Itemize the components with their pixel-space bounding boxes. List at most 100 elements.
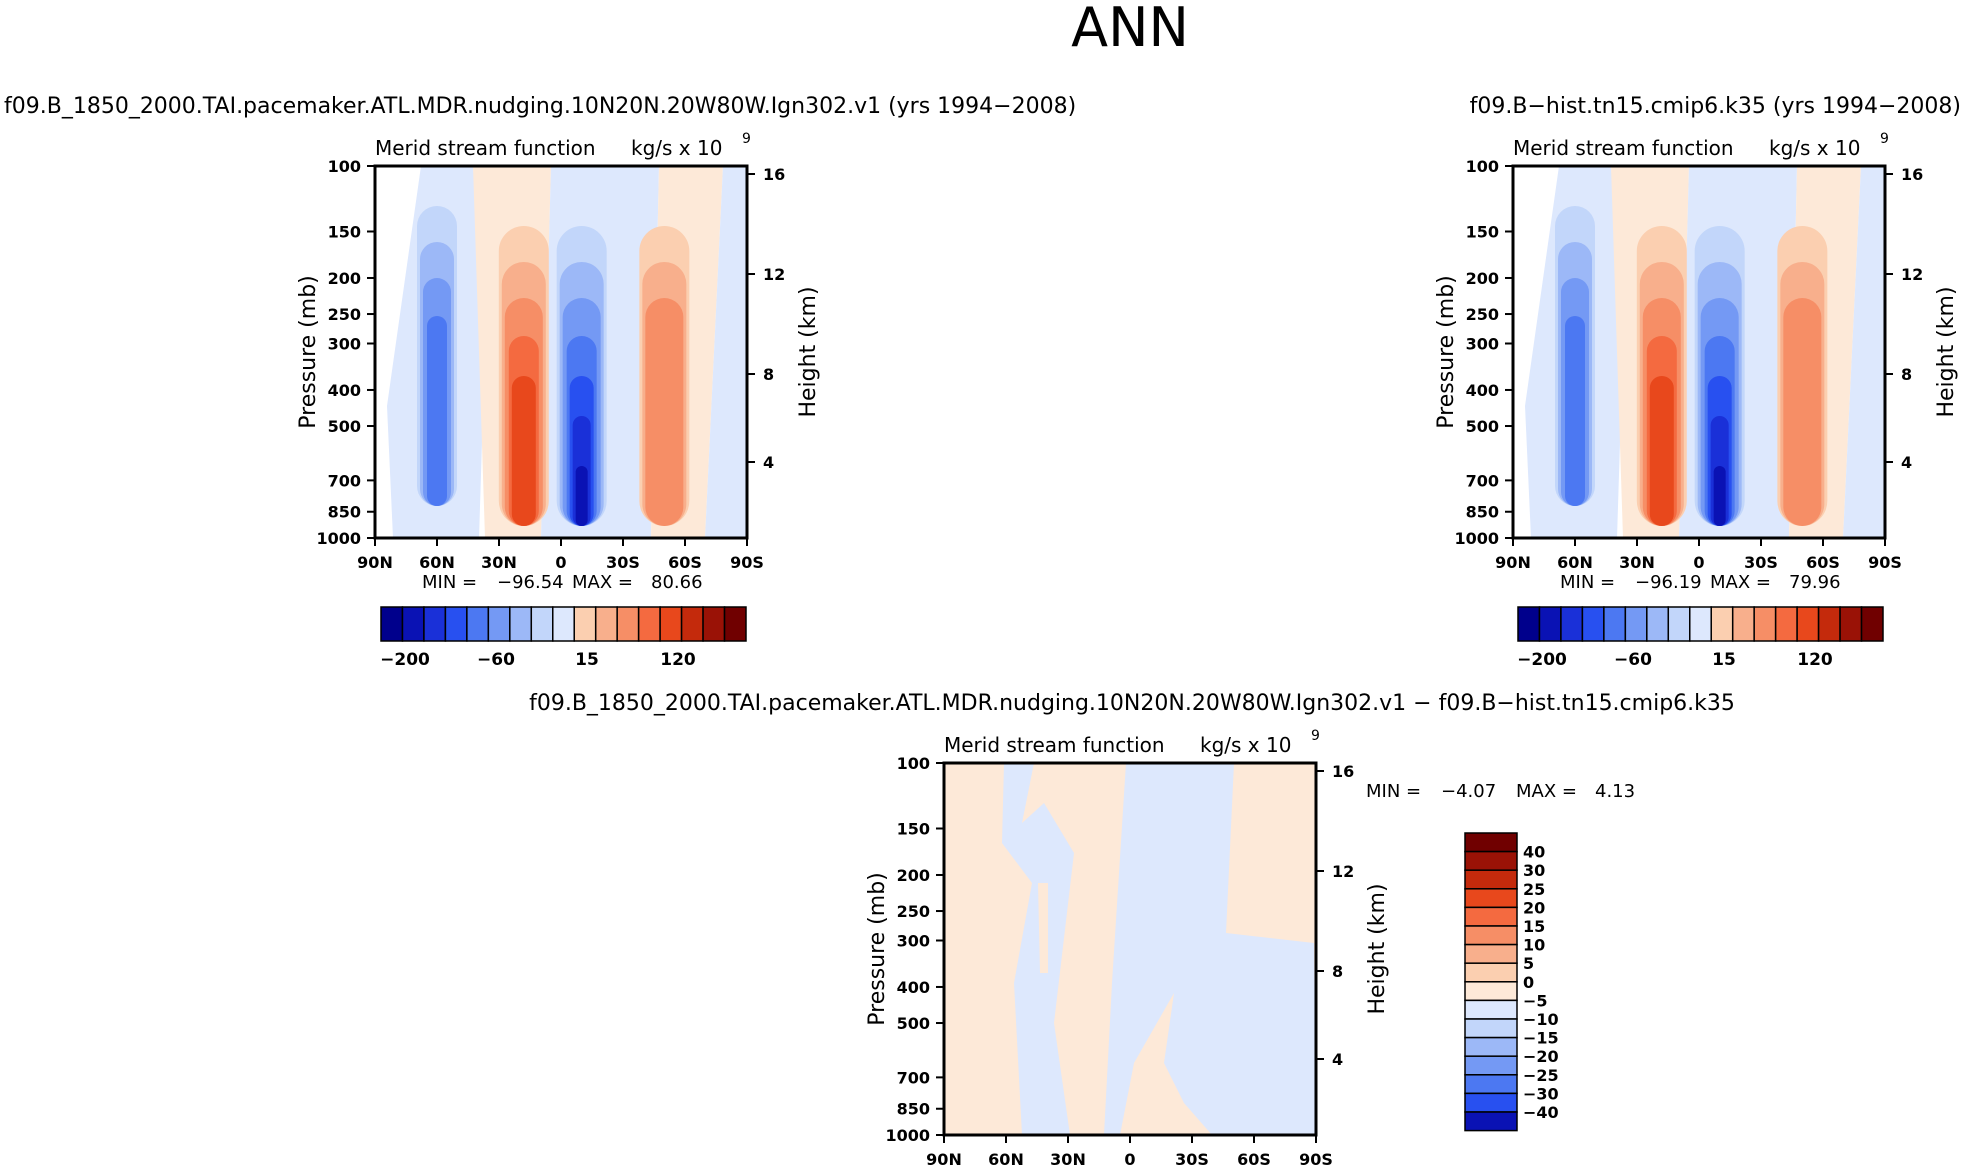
- y-tick-label: 200: [328, 269, 361, 288]
- contour-level-3: [1565, 316, 1585, 506]
- colorbar-label: −20: [1523, 1047, 1559, 1066]
- x-tick-label: 90N: [926, 1150, 962, 1169]
- panel-2-min-label: MIN =: [1560, 572, 1615, 593]
- colorbar-swatch: [1603, 606, 1627, 642]
- contour-level-6: [1713, 466, 1726, 526]
- colorbar-label: 20: [1523, 898, 1545, 917]
- y-tick-label: 850: [1466, 503, 1499, 522]
- x-tick-label: 60S: [1806, 553, 1840, 572]
- y2-tick-label: 8: [1332, 962, 1343, 981]
- x-tick-label: 90S: [1299, 1150, 1333, 1169]
- panel-2-units-label: kg/s x 10: [1769, 136, 1860, 160]
- colorbar-swatch: [1753, 606, 1777, 642]
- colorbar-swatch: [487, 606, 511, 642]
- colorbar-swatch: [1464, 1018, 1518, 1039]
- y-tick-label: 300: [1466, 334, 1499, 353]
- colorbar-swatch: [1464, 925, 1518, 946]
- colorbar-label: −40: [1523, 1103, 1559, 1122]
- panel-3-plot-area: [942, 761, 1318, 1137]
- panel-2-y2-axis-label: Height (km): [1934, 286, 1959, 417]
- x-tick-label: 30N: [1619, 553, 1655, 572]
- colorbar-swatch: [552, 606, 575, 642]
- panel-3-min-label: MIN =: [1366, 781, 1421, 802]
- colorbar-swatch: [702, 606, 726, 642]
- y-tick-label: 850: [328, 503, 361, 522]
- panel-3-run-title: f09.B_1850_2000.TAI.pacemaker.ATL.MDR.nu…: [529, 691, 1735, 716]
- x-tick-label: 0: [1693, 553, 1704, 572]
- circulation-cell: [1636, 226, 1687, 526]
- x-tick-label: 60N: [988, 1150, 1024, 1169]
- y-tick-label: 250: [328, 305, 361, 324]
- panel-2-field-label: Merid stream function: [1513, 136, 1734, 160]
- colorbar-label: 25: [1523, 880, 1545, 899]
- colorbar-swatch: [1517, 606, 1541, 642]
- y-tick-label: 150: [1466, 223, 1499, 242]
- colorbar-swatch: [1464, 962, 1518, 983]
- y-tick-label: 400: [897, 978, 930, 997]
- x-tick-label: 30S: [1744, 553, 1778, 572]
- contour-level-4: [1649, 376, 1674, 526]
- y2-tick-label: 4: [1332, 1050, 1343, 1069]
- panel-1-max-label: MAX =: [572, 572, 633, 593]
- colorbar-label: 120: [1797, 650, 1833, 670]
- colorbar-swatch: [1464, 906, 1518, 927]
- colorbar-label: 15: [575, 650, 599, 670]
- colorbar-swatch: [1464, 869, 1518, 890]
- y2-tick-label: 12: [1332, 862, 1354, 881]
- diff-negative-region: [1002, 763, 1074, 1135]
- colorbar-swatch: [423, 606, 447, 642]
- panel-3: f09.B_1850_2000.TAI.pacemaker.ATL.MDR.nu…: [529, 691, 1735, 1169]
- colorbar-label: −60: [1614, 650, 1652, 670]
- colorbar-swatch: [1464, 850, 1518, 871]
- contour-level-2: [645, 298, 684, 526]
- colorbar-swatch: [466, 606, 490, 642]
- panel-2-colorbar: −200 −60 15 120: [1517, 606, 1884, 670]
- colorbar-swatch: [680, 606, 704, 642]
- colorbar-label: 10: [1523, 936, 1545, 955]
- colorbar-label: 30: [1523, 861, 1545, 880]
- colorbar-swatch: [1646, 606, 1670, 642]
- panel-3-units-exponent: 9: [1311, 728, 1320, 744]
- circulation-cell: [639, 226, 690, 526]
- circulation-cell: [1694, 226, 1745, 526]
- x-tick-label: 60N: [1557, 553, 1593, 572]
- x-tick-label: 90N: [1495, 553, 1531, 572]
- colorbar-swatch: [1774, 606, 1798, 642]
- colorbar-swatch: [573, 606, 597, 642]
- colorbar-swatch: [1464, 981, 1518, 1002]
- panel-2-plot-area: [1511, 164, 1887, 540]
- circulation-cell: [417, 206, 457, 506]
- panel-2-min-value: −96.19: [1635, 572, 1702, 593]
- colorbar-swatch: [1860, 606, 1884, 642]
- colorbar-swatch: [1464, 1074, 1518, 1095]
- colorbar-swatch: [1796, 606, 1820, 642]
- colorbar-swatch: [1464, 888, 1518, 909]
- y2-tick-label: 8: [763, 365, 774, 384]
- y-tick-label: 200: [897, 866, 930, 885]
- panel-3-field-label: Merid stream function: [944, 733, 1165, 757]
- x-tick-label: 60S: [1237, 1150, 1271, 1169]
- circulation-cell: [498, 226, 549, 526]
- panel-1-x-ticks: 90N 60N 30N 0 30S 60S 90S: [357, 538, 764, 572]
- panel-1-units-exponent: 9: [742, 131, 751, 147]
- y-tick-label: 300: [328, 334, 361, 353]
- x-tick-label: 30N: [1050, 1150, 1086, 1169]
- panel-1-y2-ticks: 16 12 8 4: [747, 165, 785, 472]
- y-tick-label: 1000: [316, 529, 361, 548]
- colorbar-swatch: [401, 606, 425, 642]
- colorbar-swatch: [1667, 606, 1691, 642]
- colorbar-swatch: [1464, 1055, 1518, 1076]
- colorbar-swatch: [1464, 1092, 1518, 1113]
- colorbar-label: 5: [1523, 954, 1534, 973]
- colorbar-swatch: [1464, 943, 1518, 964]
- panel-2: f09.B−hist.tn15.cmip6.k35 (yrs 1994−2008…: [1434, 94, 1961, 670]
- colorbar-swatch: [1581, 606, 1605, 642]
- colorbar-swatch: [637, 606, 661, 642]
- colorbar-swatch: [659, 606, 683, 642]
- y-tick-label: 700: [897, 1068, 930, 1087]
- panel-1-field-label: Merid stream function: [375, 136, 596, 160]
- panel-2-max-label: MAX =: [1710, 572, 1771, 593]
- x-tick-label: 0: [1124, 1150, 1135, 1169]
